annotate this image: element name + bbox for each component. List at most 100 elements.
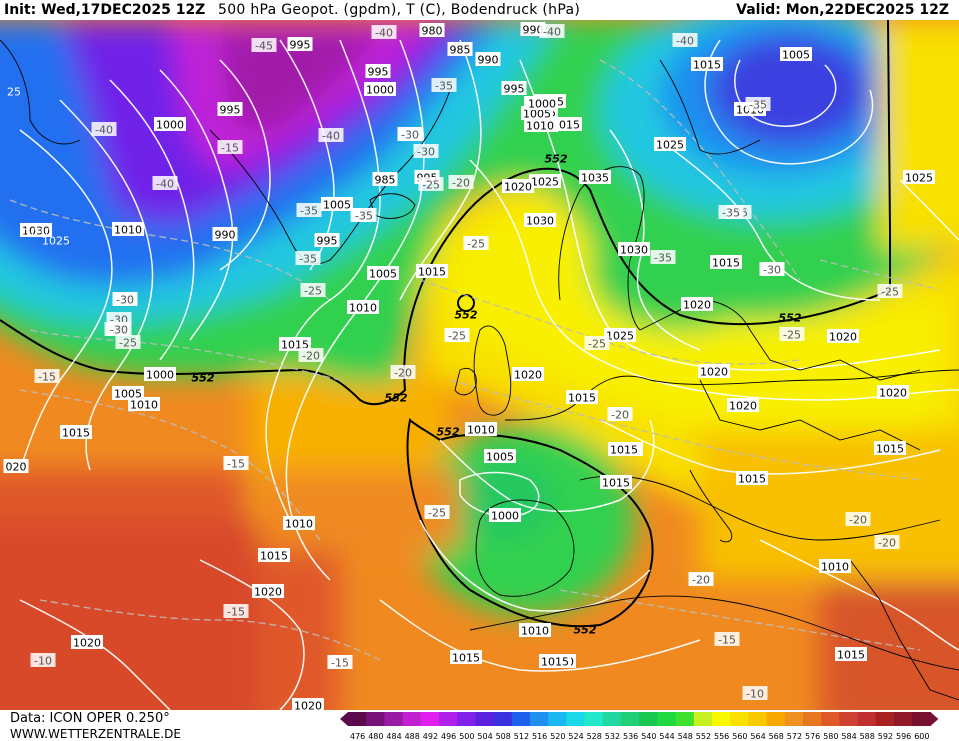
isobar-label-text: 1015 (876, 443, 904, 456)
isobar-label-box (287, 37, 313, 51)
isobar-label: 995 (217, 102, 243, 117)
isotherm-line (9, 199, 331, 301)
temp-label: -30 (413, 144, 439, 159)
isobar-label: 1030 (618, 242, 650, 257)
isobar-label-box (698, 364, 730, 378)
isobar-label-text: 1010 (349, 302, 377, 315)
temp-label-box (607, 407, 633, 421)
scale-swatch (402, 712, 422, 726)
map-header: Init: Wed,17DEC2025 12Z 500 hPa Geopot. … (0, 0, 959, 20)
temp-label-box (877, 284, 903, 298)
isobar-label: 995 (501, 81, 527, 96)
temp-label-box (34, 369, 60, 383)
isobar-label-box (727, 398, 759, 412)
isobar-label-text: 1015 (260, 550, 288, 563)
temp-label-text: -40 (676, 35, 694, 48)
temp-label: -40 (672, 33, 698, 48)
isobar-label-box (465, 422, 497, 436)
isobar-label-text: 1010 (521, 625, 549, 638)
isobar-label-box (365, 64, 391, 78)
scale-label: 556 (714, 732, 729, 741)
isobar-label-box (321, 197, 353, 211)
scale-label: 564 (750, 732, 765, 741)
contour-label-552-text: 552 (192, 372, 215, 385)
isobar-label: 1020 (71, 635, 103, 650)
temp-label: -15 (223, 604, 249, 619)
isobar-label-box (654, 137, 686, 151)
isobar-label: 1020 (877, 385, 909, 400)
scale-label: 512 (514, 732, 529, 741)
isobar-label: 990 (520, 22, 546, 37)
isobar-label: 1015 (710, 255, 742, 270)
edge-label-text: 1025 (42, 235, 70, 248)
east-borders (749, 329, 921, 381)
contour-label-552: 552 (192, 372, 215, 385)
scale-label: 596 (896, 732, 911, 741)
temp-label-text: -45 (255, 40, 273, 53)
isobar-label-text: 1015 (738, 473, 766, 486)
contour-label-552: 552 (779, 312, 802, 325)
scale-label: 488 (405, 732, 420, 741)
scale-swatch (639, 712, 658, 726)
isobar-label: 1000 (489, 508, 521, 523)
scale-label: 580 (823, 732, 838, 741)
isobar-label-box (835, 647, 867, 661)
temp-label-box (298, 348, 324, 362)
temp-label-box (431, 78, 457, 92)
isotherm-line (819, 259, 941, 291)
isobar-line (159, 69, 234, 341)
zone-580 (0, 520, 260, 710)
isobar-label-text: 980 (422, 25, 443, 38)
isobar-label: 1025 (654, 137, 686, 152)
isobar-label-text: 1020 (683, 299, 711, 312)
scale-label: 552 (696, 732, 711, 741)
temp-label-text: -25 (467, 238, 485, 251)
isobar-label-box (691, 57, 723, 71)
scale-label: 560 (732, 732, 747, 741)
isobar-label: 1035 (579, 170, 611, 185)
scale-label: 520 (550, 732, 565, 741)
edge-label: 25 (7, 86, 21, 99)
isobar-label-text: 1015 (602, 477, 630, 490)
temp-label-text: -20 (878, 537, 896, 550)
isobar-label: 995 (365, 64, 391, 79)
isobar-label-box (292, 698, 324, 710)
scale-label: 500 (459, 732, 474, 741)
temp-label-text: -40 (156, 178, 174, 191)
isobar-label-box (526, 96, 558, 110)
isotherm-line (29, 329, 341, 381)
isobar-label-text: 1015 (837, 649, 865, 662)
scale-swatch (839, 712, 859, 726)
isobar-label: 1020 (512, 367, 544, 382)
isobar-label-text: 1025 (606, 330, 634, 343)
isobar-label: 1015 (60, 425, 92, 440)
temp-label-box (371, 25, 397, 39)
isobar-line (419, 519, 651, 612)
isobar-label: 1015 (258, 548, 290, 563)
isobar-label-text: 1000 (156, 119, 184, 132)
isobar-label-text: 995 (368, 66, 389, 79)
temp-label-box (718, 205, 744, 219)
isobar-label-box (512, 367, 544, 381)
temp-label-text: -35 (300, 205, 318, 218)
map-footer: Data: ICON OPER 0.250° WWW.WETTERZENTRAL… (0, 710, 959, 741)
isobar-label-text: 1010 (467, 424, 495, 437)
scandi-low (590, 210, 770, 330)
scale-swatch (675, 712, 695, 726)
temp-label-text: -20 (611, 409, 629, 422)
isobar-label: 1005 (321, 197, 353, 212)
isobar-label: 1010 (347, 300, 379, 315)
scale-swatch (511, 712, 531, 726)
temp-label-text: -10 (746, 688, 764, 701)
color-scale: 476 480 484 488 492 496 500 504 508 512 516 520 524 5… (340, 712, 939, 741)
scale-swatch (621, 712, 640, 726)
isobar-label-box (258, 548, 290, 562)
isobar-label-text: 1025 (531, 176, 559, 189)
isobar-label: 1015 (566, 390, 598, 405)
temp-label-text: -40 (322, 130, 340, 143)
contour-label-552-text: 552 (437, 426, 460, 439)
isobar-label-text: 1030 (620, 244, 648, 257)
isobar-label-box (71, 635, 103, 649)
temp-label-text: -30 (110, 324, 128, 337)
